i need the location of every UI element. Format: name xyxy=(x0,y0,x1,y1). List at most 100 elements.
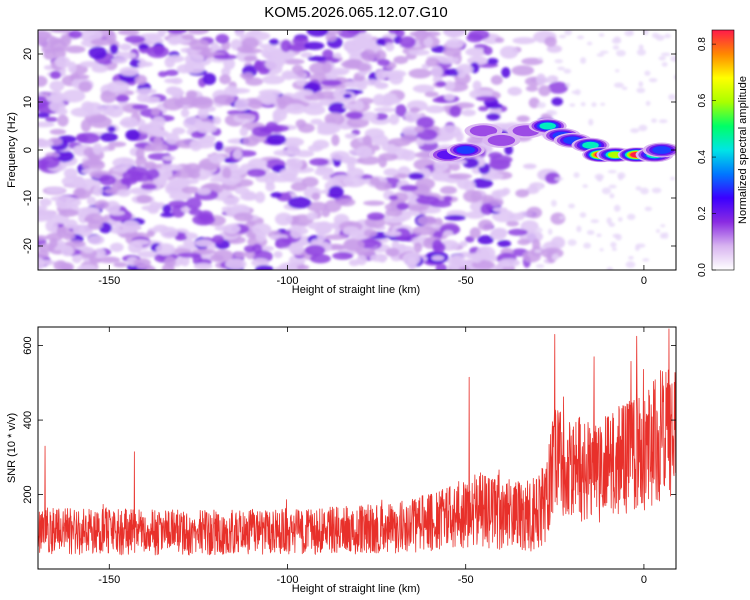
noise-blob xyxy=(344,80,365,89)
noise-blob xyxy=(658,56,666,61)
noise-blob xyxy=(270,192,283,198)
noise-blob xyxy=(162,155,176,161)
noise-blob xyxy=(644,70,651,76)
noise-blob xyxy=(600,102,606,106)
noise-blob xyxy=(234,98,251,111)
noise-blob xyxy=(38,205,48,211)
noise-blob xyxy=(346,111,364,120)
noise-blob xyxy=(191,248,216,255)
noise-blob xyxy=(525,85,539,92)
noise-blob xyxy=(534,249,542,254)
colorbar: 0.0 0.2 0.4 0.6 0.8 Normalized spectral ampl… xyxy=(697,29,749,277)
noise-blob xyxy=(49,70,62,80)
noise-blob xyxy=(443,195,453,202)
noise-blob xyxy=(615,234,622,241)
noise-blob xyxy=(254,191,266,204)
noise-blob xyxy=(129,59,141,68)
noise-blob xyxy=(164,78,179,84)
noise-blob xyxy=(278,262,298,270)
noise-blob xyxy=(287,196,312,209)
noise-blob xyxy=(598,33,605,37)
noise-blob xyxy=(582,184,588,188)
noise-blob xyxy=(65,240,86,248)
noise-blob xyxy=(138,43,149,50)
noise-blob xyxy=(135,88,157,95)
noise-blob xyxy=(342,176,366,188)
noise-blob xyxy=(456,63,474,75)
noise-blob xyxy=(443,230,454,237)
noise-blob xyxy=(386,143,397,155)
noise-blob xyxy=(546,110,556,114)
noise-blob xyxy=(315,226,331,235)
noise-blob xyxy=(288,243,305,255)
noise-blob xyxy=(596,233,602,238)
noise-blob xyxy=(38,257,45,270)
noise-blob xyxy=(165,132,180,145)
noise-blob xyxy=(176,64,192,74)
noise-blob xyxy=(322,49,334,60)
noise-blob xyxy=(234,251,247,258)
noise-blob xyxy=(371,134,389,146)
noise-blob xyxy=(550,236,566,249)
noise-blob xyxy=(393,55,409,65)
noise-blob xyxy=(521,57,544,66)
noise-blob xyxy=(404,110,418,123)
noise-blob xyxy=(465,236,475,243)
noise-blob xyxy=(233,212,254,222)
noise-blob xyxy=(507,228,528,236)
noise-blob xyxy=(117,189,131,197)
noise-blob xyxy=(151,129,168,138)
noise-blob xyxy=(251,258,270,268)
noise-blob xyxy=(193,262,213,270)
noise-blob xyxy=(38,30,52,40)
noise-blob xyxy=(317,231,326,242)
noise-blob xyxy=(545,172,561,184)
noise-blob xyxy=(131,104,149,110)
noise-blob xyxy=(312,139,330,150)
noise-blob xyxy=(449,163,461,171)
noise-blob xyxy=(88,46,108,60)
noise-blob xyxy=(306,30,329,37)
y-tick-label: 20 xyxy=(22,48,34,60)
noise-blob xyxy=(400,134,418,143)
noise-blob xyxy=(635,186,642,191)
noise-blob xyxy=(38,112,50,118)
noise-blob xyxy=(309,158,329,166)
noise-blob xyxy=(449,105,462,118)
noise-blob xyxy=(548,228,553,235)
spectrogram-y-label: Frequency (Hz) xyxy=(6,112,18,188)
noise-blob xyxy=(475,246,496,260)
noise-blob xyxy=(435,81,447,87)
noise-blob xyxy=(356,254,367,266)
noise-blob xyxy=(375,50,387,61)
noise-blob xyxy=(606,217,612,224)
noise-blob xyxy=(444,93,455,102)
noise-blob xyxy=(673,74,676,80)
spectrogram-y-axis: 20 10 0 -10 -20 xyxy=(22,48,676,254)
noise-blob xyxy=(61,175,85,187)
noise-blob xyxy=(367,212,385,221)
noise-blob xyxy=(536,73,546,86)
noise-blob xyxy=(119,43,132,51)
noise-blob xyxy=(301,176,319,188)
noise-blob xyxy=(388,195,398,201)
noise-blob xyxy=(307,55,327,62)
noise-blob xyxy=(607,170,617,174)
noise-blob xyxy=(184,163,201,175)
noise-blob xyxy=(431,169,444,182)
noise-blob xyxy=(551,97,563,106)
noise-blob xyxy=(535,264,545,269)
noise-blob xyxy=(49,90,64,103)
noise-blob xyxy=(275,237,292,248)
noise-blob xyxy=(388,113,400,125)
snr-y-axis: 200 400 600 xyxy=(22,336,676,504)
noise-blob xyxy=(285,103,306,115)
noise-blob xyxy=(407,194,420,205)
noise-blob xyxy=(137,250,159,258)
noise-blob xyxy=(568,203,575,209)
noise-blob xyxy=(559,215,565,220)
noise-blob xyxy=(394,227,411,241)
noise-blob xyxy=(432,239,443,252)
noise-blob xyxy=(185,90,198,99)
noise-blob xyxy=(209,177,232,183)
